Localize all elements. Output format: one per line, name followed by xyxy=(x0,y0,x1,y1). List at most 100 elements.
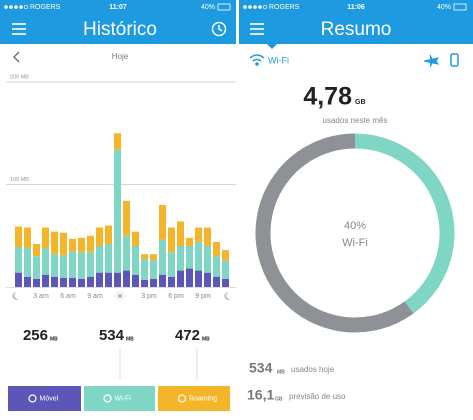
filter-icon xyxy=(28,394,37,403)
bar-segment xyxy=(23,227,32,249)
wifi-icon[interactable] xyxy=(249,54,265,66)
status-dots xyxy=(4,4,29,10)
today-value: 534 xyxy=(249,360,273,376)
clock: 11:07 xyxy=(109,4,127,11)
bar-segment xyxy=(41,274,50,287)
filter-label[interactable]: Roaming xyxy=(189,395,217,402)
y-tick-label: 200 MB xyxy=(10,74,29,80)
sun-ray xyxy=(116,297,119,300)
donut-chart: 40% Wi-Fi xyxy=(255,133,455,333)
bar-segment xyxy=(50,276,59,287)
back-button[interactable] xyxy=(13,51,20,63)
bar-segment xyxy=(158,239,167,275)
bar-segment xyxy=(185,246,194,269)
bar-segment xyxy=(167,276,176,287)
bar-segment xyxy=(50,254,59,277)
bar-segment xyxy=(176,246,185,271)
x-tick-label: 9 pm xyxy=(195,293,211,300)
bar-segment xyxy=(203,272,212,287)
month-caption: usados neste mês xyxy=(323,116,388,125)
total-value: 256 xyxy=(23,327,48,344)
battery-icon xyxy=(217,3,231,11)
bar-segment xyxy=(158,205,167,240)
screen-title: Histórico xyxy=(83,19,157,40)
menu-icon[interactable] xyxy=(250,23,264,35)
bar-segment xyxy=(212,276,221,287)
y-tick-label: 100 MB xyxy=(10,177,29,183)
bar-segment xyxy=(14,247,23,273)
bar-segment xyxy=(167,252,176,277)
bar-segment xyxy=(176,221,185,246)
airplane-icon[interactable] xyxy=(423,54,440,68)
tab-label[interactable]: Wi-Fi xyxy=(268,55,289,65)
screen-title: Resumo xyxy=(321,19,392,40)
bar-segment xyxy=(68,238,77,252)
total-unit: MB xyxy=(50,336,58,342)
bar-segment xyxy=(194,227,203,242)
bar-segment xyxy=(221,260,230,279)
month-total: 4,78 xyxy=(303,83,352,111)
phone-icon[interactable] xyxy=(450,53,459,67)
bar-segment xyxy=(77,237,86,253)
bar-segment xyxy=(122,270,131,287)
donut-segment xyxy=(354,133,455,314)
donut-segment xyxy=(255,133,414,333)
carrier: ROGERS xyxy=(269,4,300,11)
donut-value-label: 40% xyxy=(344,220,366,232)
bar-segment xyxy=(59,277,68,287)
header-bg xyxy=(0,0,236,44)
sun-ray xyxy=(121,292,124,295)
tab-pointer xyxy=(267,44,277,49)
x-tick-label: 9 am xyxy=(87,293,103,300)
battery: 40% xyxy=(437,4,451,11)
bar-segment xyxy=(86,252,95,277)
moon-icon xyxy=(224,291,231,300)
bar-segment xyxy=(149,254,158,261)
filter-button[interactable] xyxy=(8,386,81,411)
bar-segment xyxy=(104,225,113,244)
sun-ray xyxy=(121,297,124,300)
filter-label[interactable]: Wi-Fi xyxy=(115,395,132,402)
forecast-caption: previsão de uso xyxy=(289,392,346,401)
header-bg xyxy=(239,0,473,44)
bar-segment xyxy=(86,235,95,253)
bar-segment xyxy=(149,260,158,279)
bar-segment xyxy=(68,251,77,278)
total-unit: MB xyxy=(202,336,210,342)
filter-label[interactable]: Móvel xyxy=(40,395,59,402)
total-unit: MB xyxy=(126,336,134,342)
bar-segment xyxy=(104,243,113,273)
bar-segment xyxy=(212,256,221,277)
filter-icon xyxy=(177,394,187,403)
sun-icon xyxy=(118,294,122,298)
filter-button[interactable] xyxy=(158,386,230,411)
bar-segment xyxy=(77,278,86,287)
x-tick-label: 6 am xyxy=(60,293,76,300)
bar-segment xyxy=(140,254,149,260)
bar-segment xyxy=(50,231,59,255)
bar-segment xyxy=(203,246,212,273)
battery-icon xyxy=(453,3,467,11)
x-tick-label: 3 pm xyxy=(141,293,157,300)
battery: 40% xyxy=(201,4,215,11)
bar-segment xyxy=(14,226,23,248)
menu-icon[interactable] xyxy=(12,23,26,35)
bar-segment xyxy=(95,227,104,246)
bar-segment xyxy=(14,272,23,287)
bar-segment xyxy=(131,246,140,275)
clock-icon[interactable] xyxy=(211,21,227,37)
bar-segment xyxy=(59,255,68,278)
bar-segment xyxy=(113,149,122,273)
usage-bar-chart: 100 MB 200 MB 3 am 6 am 9 am 3 pm 6 pm 9 pm xyxy=(6,74,236,301)
screen-bg xyxy=(239,0,473,420)
bar-segment xyxy=(113,133,122,150)
x-tick-label: 3 am xyxy=(33,293,49,300)
total-value: 472 xyxy=(175,327,200,344)
bar-segment xyxy=(23,248,32,277)
status-dots xyxy=(243,4,268,10)
totals: 256 MB 534 MB 472 MB xyxy=(23,327,210,344)
bar-segment xyxy=(131,274,140,287)
filter-button[interactable] xyxy=(84,386,155,411)
